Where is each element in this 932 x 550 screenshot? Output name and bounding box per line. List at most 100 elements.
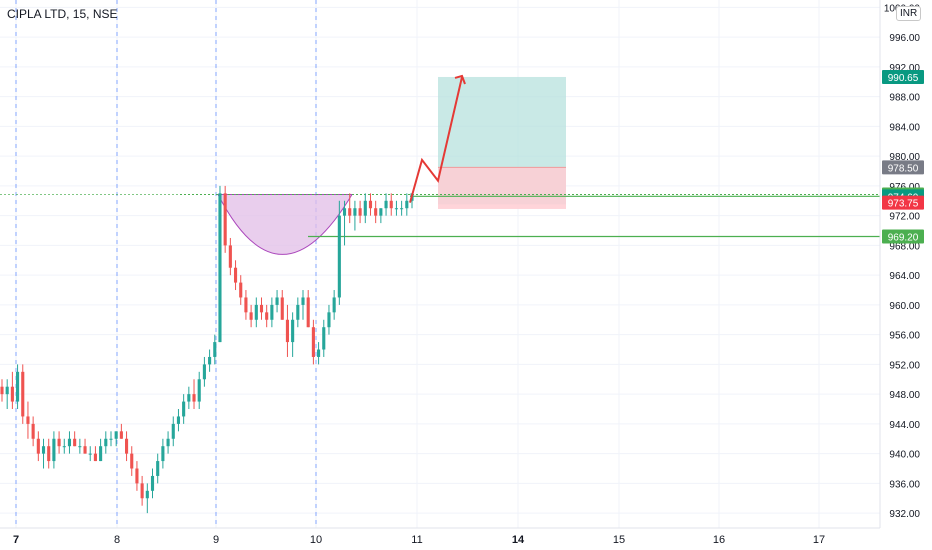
price-badge	[882, 229, 924, 244]
candle	[202, 356, 206, 387]
candle-body	[317, 349, 321, 357]
candle-body	[301, 297, 305, 305]
candle-body	[150, 475, 155, 491]
x-tick-label: 15	[613, 534, 625, 546]
y-tick-label: 940.00	[889, 450, 920, 461]
x-tick-label: 17	[813, 534, 825, 546]
candle	[52, 431, 56, 469]
candle	[379, 208, 383, 224]
candle-body	[161, 446, 165, 462]
y-tick-label: 964.00	[889, 271, 920, 282]
candle	[109, 431, 113, 447]
x-tick-label: 9	[213, 534, 219, 546]
price-badge	[882, 69, 924, 84]
currency-badge[interactable]: INR	[896, 6, 922, 21]
candle-body	[197, 379, 201, 402]
candle	[16, 364, 20, 410]
candle	[327, 304, 331, 335]
candle	[405, 193, 409, 216]
candle-body	[394, 208, 398, 210]
projection-arrowhead	[454, 74, 466, 85]
candle	[10, 371, 14, 410]
candle	[135, 461, 139, 491]
candle	[280, 290, 284, 320]
candle	[218, 185, 222, 343]
candle	[62, 438, 66, 454]
candle-body	[114, 431, 118, 439]
y-tick-label: 936.00	[889, 479, 920, 490]
candle	[125, 431, 129, 462]
candle	[83, 438, 87, 454]
candle	[140, 475, 144, 506]
x-tick-label: 10	[310, 534, 322, 546]
candle-body	[41, 446, 46, 454]
y-tick-label: 932.00	[889, 509, 920, 520]
candle-body	[83, 446, 87, 454]
candle-body	[332, 297, 336, 313]
candle-body	[306, 297, 310, 328]
candle-body	[254, 304, 258, 320]
candle	[88, 446, 92, 462]
candle	[47, 438, 51, 469]
candle-body	[67, 438, 72, 447]
candle	[119, 423, 123, 439]
candle	[342, 200, 347, 246]
candle	[301, 290, 305, 320]
candle-body	[99, 446, 103, 462]
candle-body	[259, 304, 264, 313]
price-badge-label: 990.65	[888, 73, 919, 84]
candle-body	[125, 438, 129, 454]
candle-body	[342, 208, 347, 216]
candle-body	[119, 431, 123, 439]
candle-body	[348, 208, 352, 216]
candle-body	[166, 438, 170, 447]
candle-body	[265, 312, 269, 320]
projection-arrow	[409, 76, 463, 203]
candle	[78, 438, 82, 454]
candle-body	[52, 438, 56, 462]
candle	[337, 200, 341, 305]
candle-body	[218, 193, 222, 343]
candle	[259, 297, 264, 320]
y-tick-label: 984.00	[889, 122, 920, 133]
x-tick-label: 7	[13, 534, 19, 546]
candle-body	[291, 319, 295, 343]
candle-body	[0, 386, 4, 395]
candle	[244, 290, 248, 320]
candle-body	[239, 282, 243, 298]
cup-pattern	[217, 193, 353, 255]
candle-body	[145, 490, 149, 499]
candle-body	[249, 312, 253, 320]
candle	[145, 483, 149, 514]
candle-body	[353, 208, 357, 216]
y-tick-label: 948.00	[889, 390, 920, 401]
candle-body	[182, 401, 186, 417]
y-tick-label: 976.00	[889, 182, 920, 193]
candle	[182, 394, 186, 424]
candle	[0, 379, 4, 402]
candle	[73, 431, 77, 447]
candle-body	[363, 200, 367, 216]
candle-body	[322, 327, 326, 350]
candle-body	[296, 304, 300, 320]
candle-body	[21, 371, 25, 417]
symbol-title: CIPLA LTD, 15, NSE	[7, 7, 118, 21]
candle-body	[400, 208, 404, 210]
candle-body	[270, 304, 274, 320]
candle	[150, 468, 155, 499]
x-tick-label: 14	[512, 534, 525, 546]
y-tick-label: 996.00	[889, 33, 920, 44]
candle-body	[93, 453, 97, 462]
candle	[223, 185, 227, 253]
candle	[104, 431, 108, 454]
candle	[57, 431, 61, 454]
candle	[213, 334, 217, 365]
y-tick-label: 992.00	[889, 63, 920, 74]
candle-body	[223, 193, 227, 246]
candle	[130, 446, 134, 476]
candle-body	[36, 438, 40, 454]
candle	[384, 193, 388, 216]
candle-body	[156, 461, 160, 476]
candle-body	[389, 200, 393, 209]
